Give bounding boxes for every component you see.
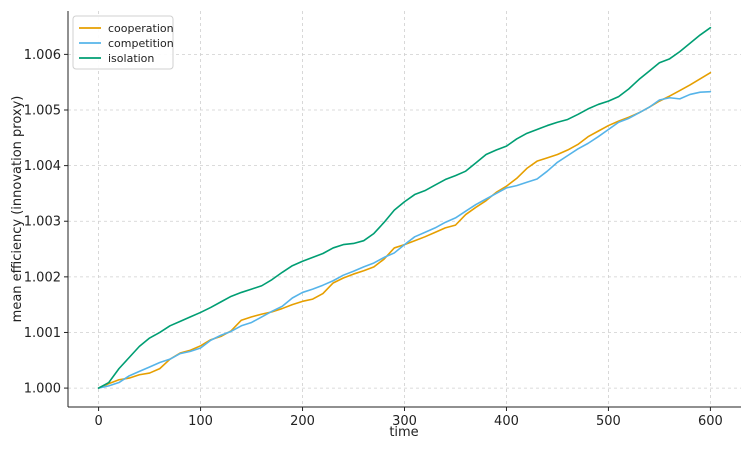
legend-label-cooperation: cooperation (108, 22, 174, 35)
x-tick-label: 600 (698, 414, 723, 429)
y-tick-label: 1.001 (24, 326, 61, 341)
legend-label-competition: competition (108, 37, 174, 50)
x-tick-label: 400 (494, 414, 519, 429)
x-tick-label: 200 (290, 414, 315, 429)
legend: cooperation competition isolation (72, 15, 174, 70)
grid (68, 11, 741, 407)
x-tick-label: 0 (94, 414, 102, 429)
series-lines (97, 26, 712, 389)
y-tick-label: 1.006 (24, 48, 61, 63)
x-tick-label: 300 (392, 414, 417, 429)
y-axis-ticks: 1.000 1.001 1.002 1.003 1.004 1.005 1.006 (24, 48, 68, 397)
x-axis-ticks: 0 100 200 300 400 500 600 (94, 407, 723, 429)
y-tick-label: 1.002 (24, 270, 61, 285)
y-axis-label: mean efficiency (innovation proxy) (10, 96, 25, 323)
y-tick-label: 1.004 (24, 159, 61, 174)
x-tick-label: 500 (596, 414, 621, 429)
y-tick-label: 1.005 (24, 104, 61, 119)
series-line-competition (97, 90, 712, 389)
x-tick-label: 100 (188, 414, 213, 429)
series-line-isolation (97, 26, 712, 389)
x-axis-label: time (389, 425, 418, 440)
legend-label-isolation: isolation (108, 52, 154, 65)
y-tick-label: 1.000 (24, 382, 61, 397)
y-tick-label: 1.003 (24, 215, 61, 230)
legend-box (72, 15, 174, 70)
